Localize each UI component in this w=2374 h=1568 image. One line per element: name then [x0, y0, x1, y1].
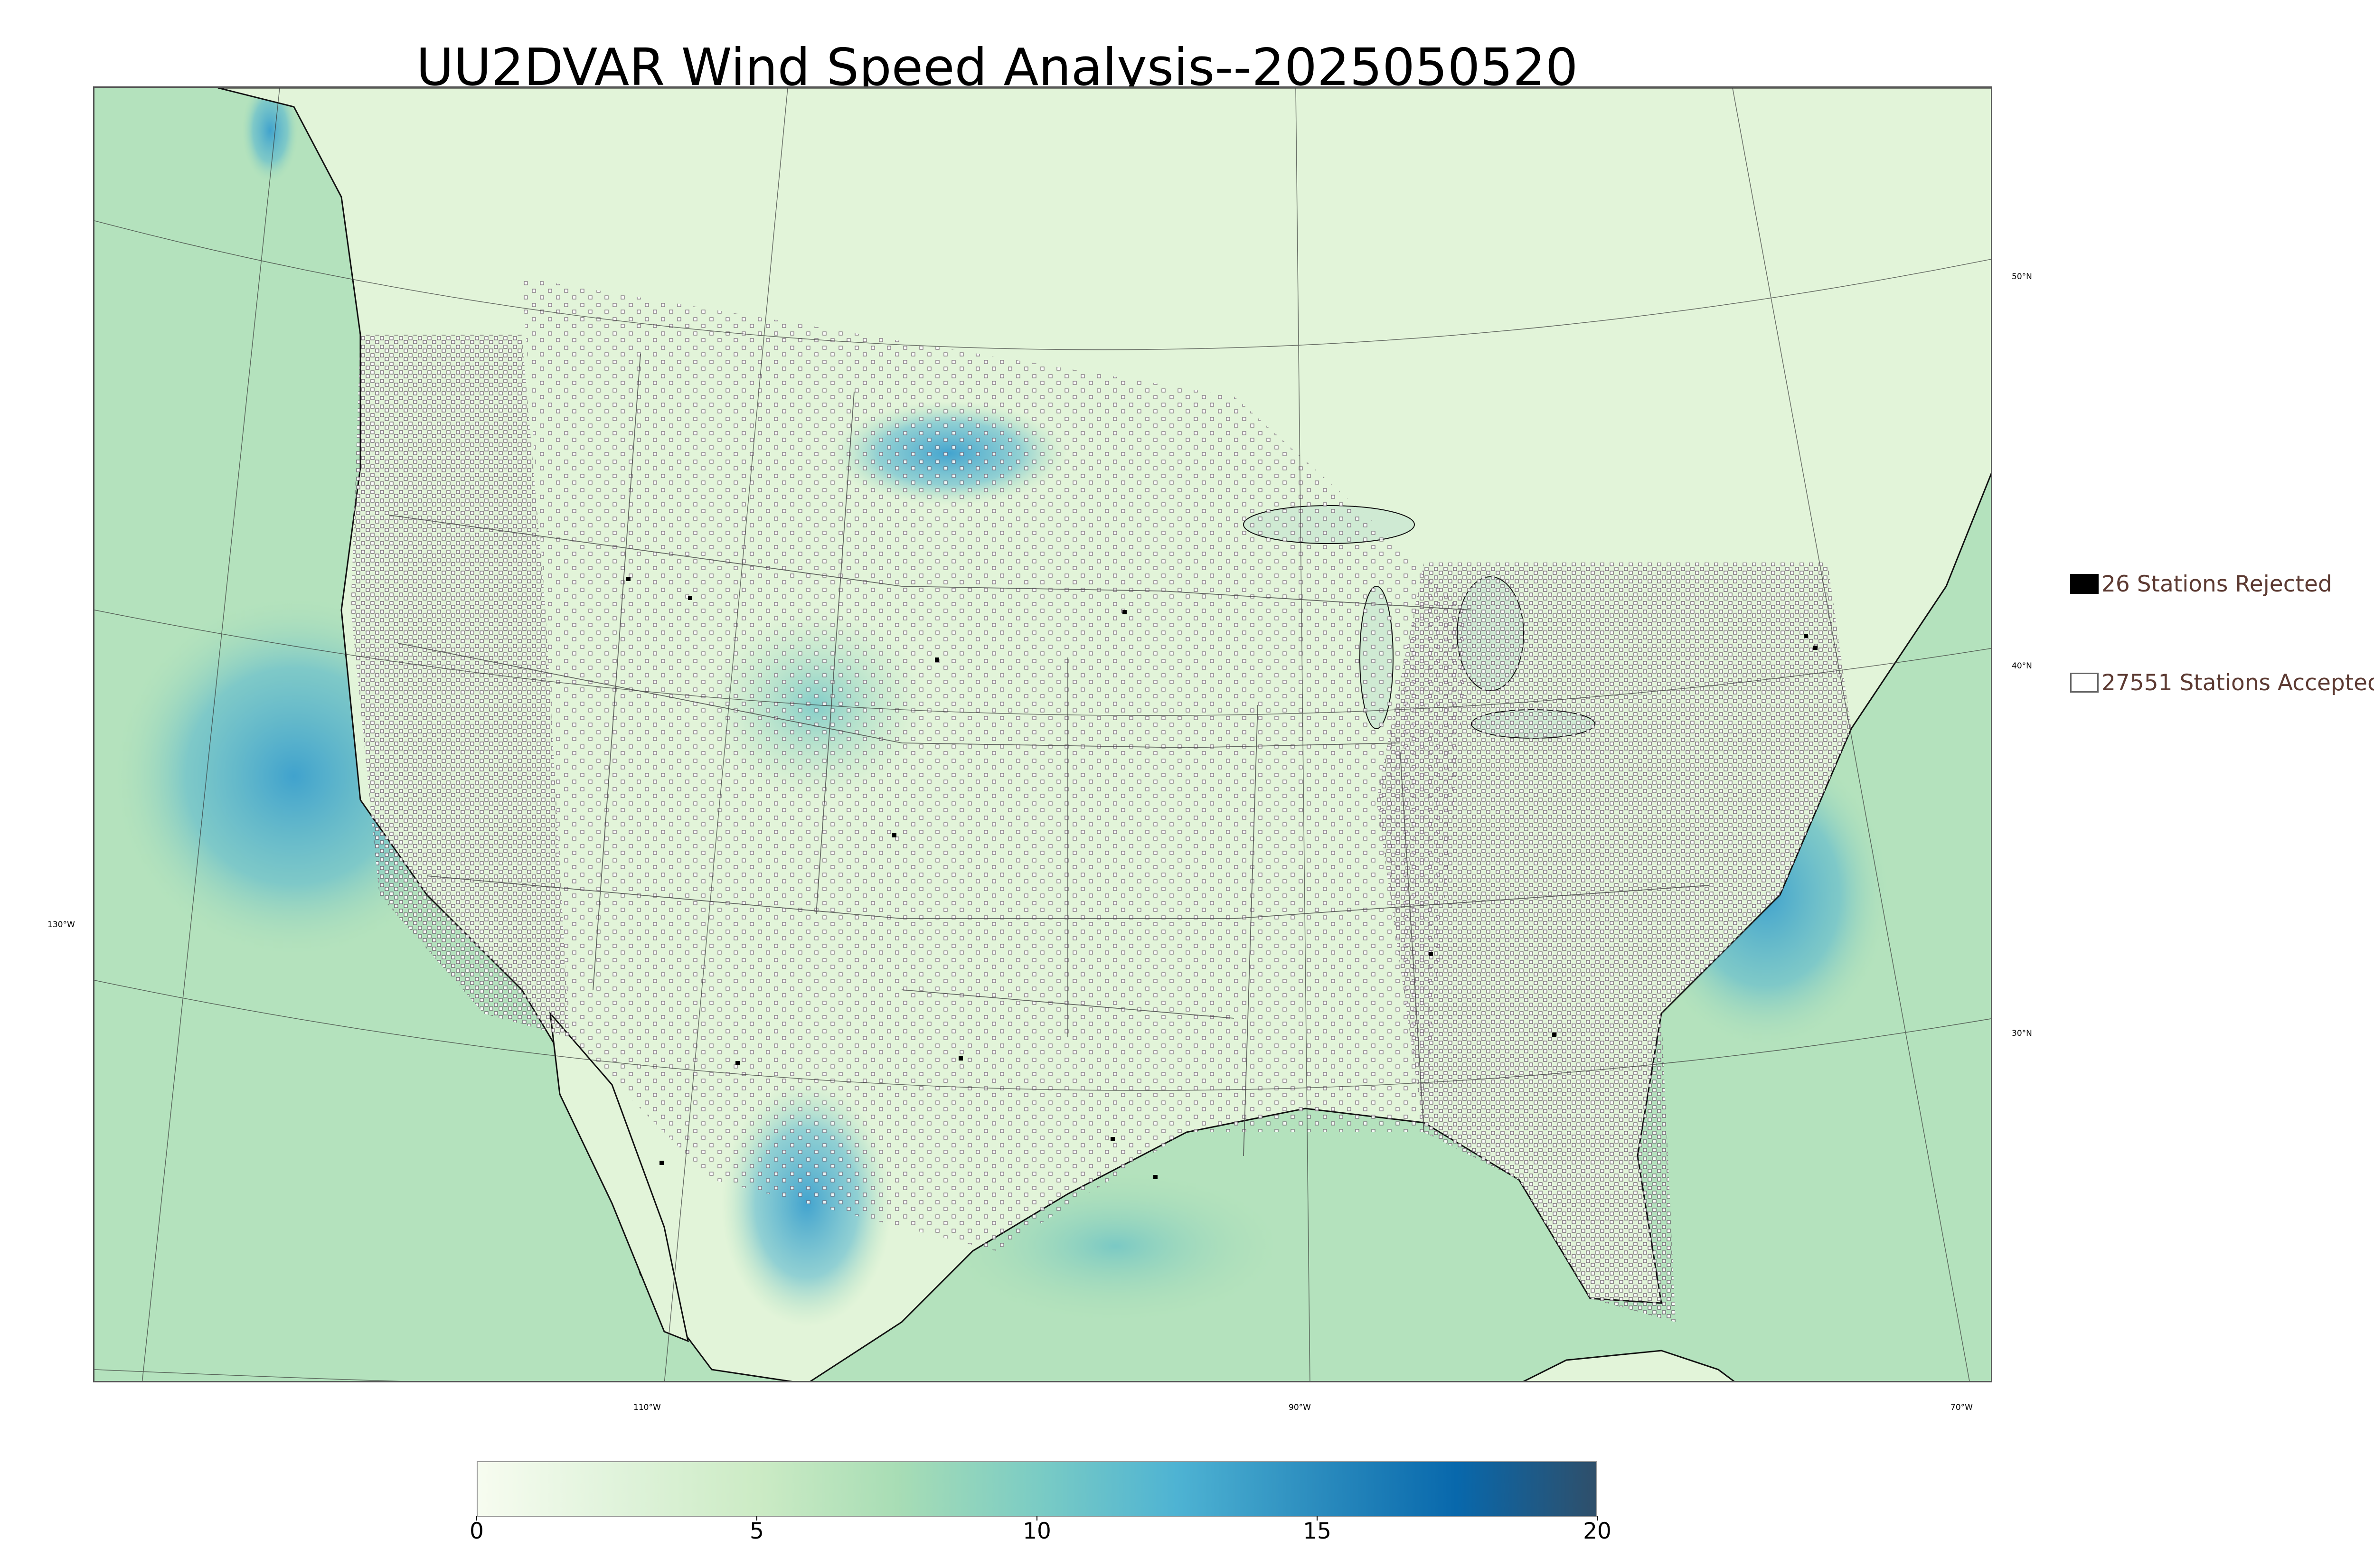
alaska-wind-maximum — [242, 88, 299, 183]
colorbar-tick-mark — [1597, 1516, 1598, 1521]
graticule — [94, 88, 1991, 1381]
colorbar-tick-mark — [1036, 1516, 1037, 1521]
map-canvas — [94, 88, 1991, 1381]
rejected-swatch — [2070, 574, 2099, 594]
legend-rejected: 26 Stations Rejected — [2070, 571, 2332, 597]
lat-label-40n: 40°N — [2012, 661, 2032, 671]
state-boundaries — [388, 353, 1709, 1156]
rejected-station-markers — [626, 577, 1818, 1179]
station-markers-east — [1376, 563, 1851, 1322]
station-markers-interior — [522, 278, 1471, 1251]
lon-label-70w: 70°W — [1950, 1403, 1973, 1412]
colorbar-tick-label: 15 — [1303, 1518, 1331, 1544]
rejected-label: 26 Stations Rejected — [2101, 571, 2332, 597]
accepted-swatch — [2070, 673, 2099, 693]
wind-speed-colorbar — [477, 1461, 1597, 1517]
lon-label-130w: 130°W — [47, 920, 75, 930]
lat-label-50n: 50°N — [2012, 272, 2032, 282]
colorbar-tick-mark — [1317, 1516, 1318, 1521]
station-markers-west — [351, 335, 569, 1037]
legend-accepted: 27551 Stations Accepted — [2070, 669, 2374, 696]
lon-label-110w: 110°W — [633, 1403, 661, 1412]
colorbar-tick-mark — [476, 1516, 477, 1521]
accepted-label: 27551 Stations Accepted — [2101, 669, 2374, 696]
colorbar-tick-label: 0 — [470, 1518, 484, 1544]
cuba — [1523, 1350, 1735, 1381]
colorbar-tick-label: 10 — [1023, 1518, 1051, 1544]
colorbar-tick-mark — [756, 1516, 757, 1521]
colorbar-tick-label: 20 — [1583, 1518, 1611, 1544]
colorbar-tick-label: 5 — [750, 1518, 764, 1544]
lon-label-90w: 90°W — [1289, 1403, 1311, 1412]
baja-california — [549, 1011, 689, 1343]
wind-speed-map — [93, 86, 1992, 1382]
lat-label-30n: 30°N — [2012, 1029, 2032, 1038]
